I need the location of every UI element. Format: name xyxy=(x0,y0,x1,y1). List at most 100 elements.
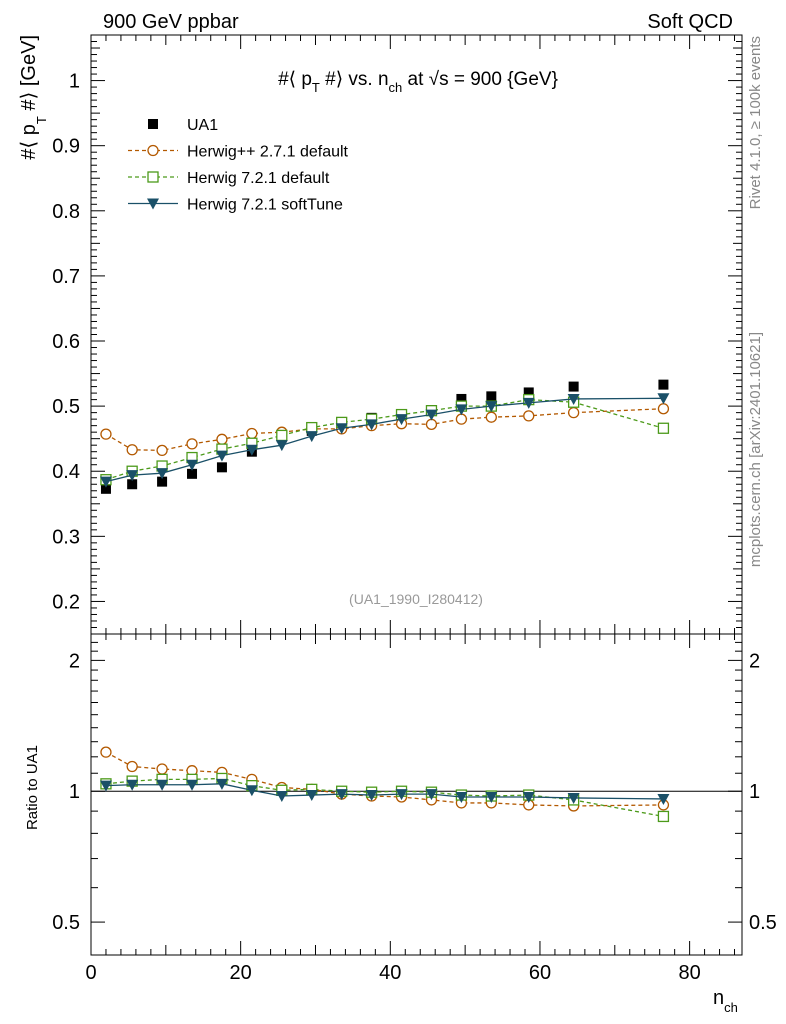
ratio-point xyxy=(99,780,112,792)
ratio-point xyxy=(365,790,378,802)
data-point xyxy=(455,413,468,425)
ratio-point xyxy=(657,793,670,805)
data-point xyxy=(523,387,534,398)
y-tick-label: 0.9 xyxy=(52,136,80,158)
analysis-watermark: (UA1_1990_I280412) xyxy=(349,591,483,607)
data-point xyxy=(156,444,168,457)
data-point xyxy=(485,411,497,423)
legend-marker xyxy=(147,171,159,183)
data-point xyxy=(657,422,670,434)
data-point xyxy=(100,483,111,494)
data-point xyxy=(485,401,498,413)
ratio-point xyxy=(395,789,408,801)
y-tick-label: 0.2 xyxy=(52,591,80,613)
data-point xyxy=(126,470,139,482)
ratio-point xyxy=(485,791,498,803)
header-right: Soft QCD xyxy=(647,11,733,33)
data-point xyxy=(216,462,227,473)
data-point xyxy=(186,459,199,471)
data-point xyxy=(657,403,670,415)
data-point xyxy=(365,419,378,431)
data-point xyxy=(522,397,535,409)
ratio-tick-label-right: 2 xyxy=(749,650,760,672)
data-point xyxy=(305,431,318,443)
ratio-plot-frame xyxy=(90,633,743,956)
y-tick-label: 0.6 xyxy=(52,331,80,353)
data-point xyxy=(246,427,258,440)
legend-label: UA1 xyxy=(187,117,218,134)
legend-label: Herwig 7.2.1 softTune xyxy=(187,197,343,214)
ratio-tick-label: 2 xyxy=(69,650,80,672)
legend-marker xyxy=(147,198,159,210)
data-point xyxy=(127,479,138,490)
data-point xyxy=(100,428,112,440)
y-tick-label: 0.5 xyxy=(52,396,80,418)
series-0 xyxy=(100,379,669,494)
y-tick-label: 0.7 xyxy=(52,266,80,288)
series-2 xyxy=(100,393,670,823)
y-axis-label: #⟨ pT #⟩ [GeV] xyxy=(18,35,49,160)
data-point xyxy=(455,404,468,416)
ratio-point xyxy=(245,785,258,797)
ratio-y-axis-label: Ratio to UA1 xyxy=(24,745,41,830)
legend-label: Herwig++ 2.7.1 default xyxy=(187,144,349,161)
ratio-tick-label-right: 1 xyxy=(749,781,760,803)
ratio-point xyxy=(455,791,468,803)
plot-title: #⟨ pT #⟩ vs. nch at √s = 900 {GeV} xyxy=(278,69,558,95)
ratio-point xyxy=(335,789,348,801)
data-point xyxy=(567,406,580,419)
data-point xyxy=(99,476,112,488)
series-1 xyxy=(100,403,670,812)
x-tick-label: 80 xyxy=(678,962,700,984)
data-point xyxy=(156,468,169,480)
ratio-point xyxy=(186,779,199,791)
data-point xyxy=(395,414,408,426)
ratio-series-line xyxy=(105,777,664,818)
x-tick-label: 60 xyxy=(529,962,551,984)
data-point xyxy=(215,450,228,462)
y-tick-label: 0.8 xyxy=(52,201,80,223)
data-point xyxy=(276,429,288,442)
data-point xyxy=(216,433,228,445)
data-point xyxy=(157,476,168,487)
legend-label: Herwig 7.2.1 default xyxy=(187,170,330,187)
ratio-point xyxy=(126,760,138,773)
data-point xyxy=(425,418,438,431)
x-tick-label: 0 xyxy=(85,962,96,984)
ratio-point xyxy=(215,778,228,790)
data-point xyxy=(658,379,669,390)
ratio-point xyxy=(126,779,139,791)
y-tick-label: 0.4 xyxy=(52,461,80,483)
ratio-point xyxy=(522,791,535,803)
x-axis-label: nch xyxy=(713,987,738,1015)
ratio-point xyxy=(100,746,112,758)
ratio-tick-label-right: 0.5 xyxy=(749,912,777,934)
x-tick-label: 40 xyxy=(379,962,401,984)
ratio-tick-label: 0.5 xyxy=(52,912,80,934)
data-point xyxy=(425,409,438,421)
legend: UA1 Herwig++ 2.7.1 default Herwig 7.2.1 de… xyxy=(128,117,349,214)
ratio-point xyxy=(156,763,168,775)
header-left: 900 GeV ppbar xyxy=(103,11,239,33)
series-3 xyxy=(99,393,670,805)
data-point xyxy=(657,393,670,405)
ratio-point xyxy=(275,791,288,803)
y-tick-label: 1 xyxy=(69,71,80,93)
ratio-tick-label: 1 xyxy=(69,781,80,803)
data-point xyxy=(245,444,258,456)
legend-marker xyxy=(147,144,159,157)
ratio-point xyxy=(567,792,580,804)
ratio-point xyxy=(305,790,318,802)
rivet-label: Rivet 4.1.0, ≥ 100k events xyxy=(747,36,764,209)
ratio-point xyxy=(425,789,438,801)
x-tick-label: 20 xyxy=(230,962,252,984)
data-point xyxy=(567,393,580,405)
legend-marker xyxy=(148,119,158,129)
ratio-point xyxy=(657,810,670,823)
data-point xyxy=(187,468,198,479)
data-point xyxy=(523,410,535,422)
data-point xyxy=(568,381,579,392)
data-point xyxy=(486,391,497,402)
data-point xyxy=(335,423,348,435)
